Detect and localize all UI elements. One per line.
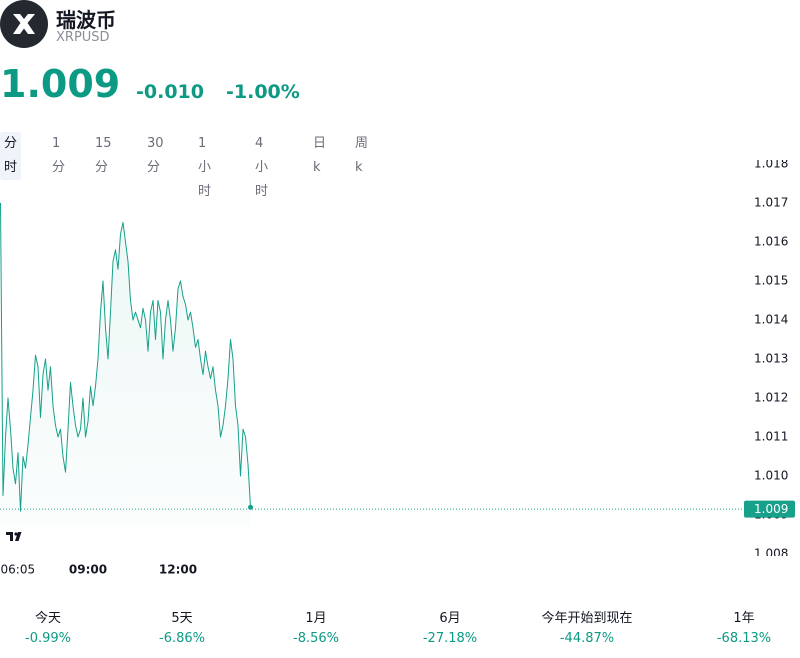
y-tick-label: 1.010 bbox=[754, 469, 788, 483]
performance-change: -27.18% bbox=[422, 631, 478, 646]
y-tick-label: 1.014 bbox=[754, 312, 788, 326]
interval-tab[interactable]: 1分 bbox=[52, 136, 66, 175]
price-change: -0.010 bbox=[136, 81, 204, 103]
price-line bbox=[0, 202, 251, 512]
last-price-label: 1.009 bbox=[754, 502, 788, 516]
performance-item[interactable]: 5天 -6.86% bbox=[112, 608, 252, 648]
performance-item[interactable]: 1年 -68.13% bbox=[674, 608, 800, 648]
y-tick-label: 1.008 bbox=[754, 547, 788, 561]
performance-period: 今天 bbox=[34, 611, 61, 626]
y-tick-label: 1.015 bbox=[754, 273, 788, 287]
performance-change: -6.86% bbox=[159, 631, 205, 646]
performance-item[interactable]: 今年开始到现在 -44.87% bbox=[517, 608, 657, 648]
x-tick-label: 06:05 bbox=[1, 563, 36, 577]
interval-tab[interactable]: 30分 bbox=[147, 136, 164, 175]
performance-item[interactable]: 今天 -0.99% bbox=[0, 608, 118, 648]
tradingview-logo bbox=[1, 523, 27, 549]
y-tick-label: 1.012 bbox=[754, 390, 788, 404]
y-tick-label: 1.018 bbox=[754, 156, 788, 170]
performance-change: -44.87% bbox=[559, 631, 615, 646]
performance-period: 1年 bbox=[733, 611, 755, 626]
asset-name: 瑞波币 bbox=[56, 8, 116, 32]
interval-tab[interactable]: 4小时 bbox=[255, 136, 269, 199]
interval-tab[interactable]: 15分 bbox=[95, 136, 112, 175]
performance-row: 今天 -0.99% 5天 -6.86% 1月 -8.56% 6月 -27.18% 今年开始到现在… bbox=[0, 608, 800, 650]
performance-period: 今年开始到现在 bbox=[541, 611, 633, 626]
logo bbox=[0, 0, 48, 48]
performance-item[interactable]: 6月 -27.18% bbox=[380, 608, 520, 648]
performance-change: -8.56% bbox=[293, 631, 339, 646]
plot: 1.008 1.009 1.010 1.011 1.012 1.013 1.014 1.015… bbox=[0, 156, 788, 561]
x-tick-label: 09:00 bbox=[69, 563, 107, 577]
area bbox=[0, 202, 251, 528]
last-price-badge bbox=[744, 500, 795, 518]
interval-tab[interactable]: 日k bbox=[313, 136, 327, 175]
y-tick-label: 1.011 bbox=[754, 430, 788, 444]
performance-period: 1月 bbox=[305, 611, 327, 626]
interval-tab[interactable]: 1小时 bbox=[198, 136, 212, 199]
performance-change: -68.13% bbox=[716, 631, 772, 646]
asset-symbol: XRPUSD bbox=[56, 30, 110, 45]
performance-item[interactable]: 1月 -8.56% bbox=[246, 608, 386, 648]
last-point bbox=[248, 504, 253, 510]
chart: 1.008 1.009 1.010 1.011 1.012 1.013 1.014 1.015… bbox=[0, 0, 795, 577]
overlay: 06:05 09:00 12:00 1.009 bbox=[0, 500, 795, 577]
x-tick-label: 12:00 bbox=[159, 563, 197, 577]
price: 1.009 bbox=[0, 62, 121, 106]
price-change-percent: -1.00% bbox=[226, 81, 300, 103]
y-tick-label: 1.017 bbox=[754, 195, 788, 209]
y-tick-label: 1.016 bbox=[754, 234, 788, 248]
performance-change: -0.99% bbox=[25, 631, 71, 646]
interval-tab[interactable]: 周k bbox=[355, 136, 369, 175]
interval-tab[interactable]: 分时 bbox=[0, 132, 22, 180]
performance-period: 6月 bbox=[439, 611, 461, 626]
performance-period: 5天 bbox=[171, 611, 193, 626]
y-tick-label: 1.013 bbox=[754, 351, 788, 365]
